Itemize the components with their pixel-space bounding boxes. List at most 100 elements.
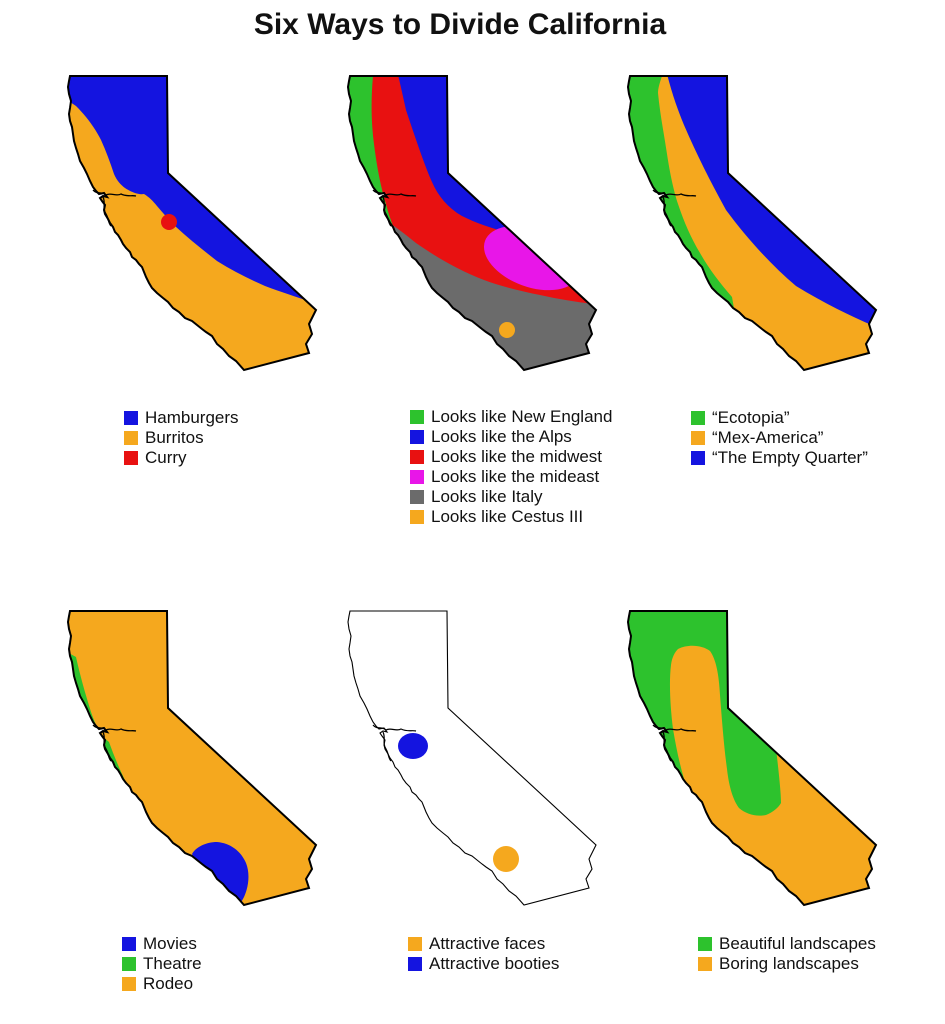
legend-lookalikes: Looks like New England Looks like the Al…	[410, 407, 630, 527]
south-bay-squiggle	[382, 196, 392, 227]
bay-delta-squiggle	[92, 189, 137, 197]
legend-food: Hamburgers Burritos Curry	[124, 408, 350, 468]
panel-food: Hamburgers Burritos Curry	[60, 62, 350, 468]
page-title: Six Ways to Divide California	[253, 8, 667, 41]
legend-item: “Mex-America”	[691, 428, 910, 448]
legend-item: Rodeo	[122, 974, 350, 994]
legend-label: “The Empty Quarter”	[712, 448, 868, 467]
legend-item: “The Empty Quarter”	[691, 448, 910, 468]
panel-attractiveness: Attractive faces Attractive booties	[340, 597, 630, 974]
map-attractiveness	[347, 610, 597, 906]
bay-delta-squiggle	[372, 189, 417, 197]
legend-label: Looks like New England	[431, 407, 613, 426]
map-landscapes	[626, 610, 878, 907]
legend-swatch	[124, 451, 138, 465]
legend-label: “Ecotopia”	[712, 408, 790, 427]
california-outline	[626, 75, 878, 372]
california-outline	[347, 610, 597, 906]
legend-swatch	[124, 431, 138, 445]
legend-swatch	[691, 411, 705, 425]
legend-swatch	[698, 957, 712, 971]
legend-swatch	[410, 410, 424, 424]
marker-attractive-booties-blob	[398, 733, 428, 759]
legend-item: Looks like Italy	[410, 487, 630, 507]
legend-swatch	[691, 451, 705, 465]
bay-delta-squiggle	[652, 724, 697, 732]
bay-delta-squiggle	[92, 724, 137, 732]
map-nations	[626, 75, 878, 372]
map-entertainment	[66, 610, 318, 907]
map-lookalikes	[346, 75, 598, 372]
legend-entertainment: Movies Theatre Rodeo	[122, 934, 350, 994]
legend-item: Looks like Cestus III	[410, 507, 630, 527]
marker-curry-dot	[161, 214, 177, 230]
legend-swatch	[410, 490, 424, 504]
legend-swatch	[410, 450, 424, 464]
legend-item: Attractive faces	[408, 934, 630, 954]
region-movies	[192, 842, 249, 905]
legend-item: Looks like New England	[410, 407, 630, 427]
legend-label: Burritos	[145, 428, 204, 447]
marker-cestus-dot	[499, 322, 515, 338]
legend-swatch	[122, 937, 136, 951]
legend-swatch	[410, 430, 424, 444]
legend-label: Looks like the mideast	[431, 467, 600, 486]
legend-swatch	[698, 937, 712, 951]
legend-item: Burritos	[124, 428, 350, 448]
south-bay-squiggle	[662, 731, 672, 762]
legend-item: Beautiful landscapes	[698, 934, 910, 954]
legend-swatch	[124, 411, 138, 425]
south-bay-squiggle	[102, 196, 112, 227]
legend-label: Looks like the Alps	[431, 427, 572, 446]
legend-swatch	[408, 957, 422, 971]
california-outline	[66, 610, 318, 907]
legend-nations: “Ecotopia” “Mex-America” “The Empty Quar…	[691, 408, 910, 468]
legend-attractiveness: Attractive faces Attractive booties	[408, 934, 630, 974]
legend-swatch	[408, 937, 422, 951]
marker-attractive-faces-dot	[493, 846, 519, 872]
legend-swatch	[410, 510, 424, 524]
legend-label: Movies	[143, 934, 197, 953]
legend-swatch	[410, 470, 424, 484]
south-bay-squiggle	[102, 731, 112, 762]
map-food	[66, 75, 318, 372]
legend-item: Looks like the midwest	[410, 447, 630, 467]
panel-nations: “Ecotopia” “Mex-America” “The Empty Quar…	[620, 62, 910, 468]
south-bay-squiggle	[662, 196, 672, 227]
panel-landscapes: Beautiful landscapes Boring landscapes	[620, 597, 910, 974]
legend-label: Beautiful landscapes	[719, 934, 876, 953]
legend-item: Movies	[122, 934, 350, 954]
legend-item: Hamburgers	[124, 408, 350, 428]
region-blank-state	[348, 611, 596, 905]
panel-entertainment: Movies Theatre Rodeo	[60, 597, 350, 994]
legend-label: Curry	[145, 448, 187, 467]
legend-item: Theatre	[122, 954, 350, 974]
legend-item: “Ecotopia”	[691, 408, 910, 428]
legend-label: Theatre	[143, 954, 202, 973]
legend-item: Curry	[124, 448, 350, 468]
legend-landscapes: Beautiful landscapes Boring landscapes	[698, 934, 910, 974]
legend-label: Looks like Cestus III	[431, 507, 584, 526]
california-outline	[66, 75, 318, 372]
legend-label: Hamburgers	[145, 408, 239, 427]
legend-swatch	[122, 977, 136, 991]
legend-label: Boring landscapes	[719, 954, 859, 973]
region-rodeo	[68, 611, 316, 905]
legend-swatch	[691, 431, 705, 445]
legend-item: Looks like the Alps	[410, 427, 630, 447]
legend-label: Looks like the midwest	[431, 447, 603, 466]
bay-delta-squiggle	[652, 189, 697, 197]
legend-label: Looks like Italy	[431, 487, 543, 506]
legend-label: “Mex-America”	[712, 428, 824, 447]
legend-label: Attractive faces	[429, 934, 546, 953]
panel-lookalikes: Looks like New England Looks like the Al…	[340, 62, 630, 527]
legend-label: Rodeo	[143, 974, 194, 993]
legend-item: Looks like the mideast	[410, 467, 630, 487]
bay-delta-squiggle	[372, 724, 417, 732]
legend-item: Boring landscapes	[698, 954, 910, 974]
south-bay-squiggle	[382, 731, 392, 762]
legend-label: Attractive booties	[429, 954, 560, 973]
california-outline	[346, 75, 598, 372]
legend-swatch	[122, 957, 136, 971]
